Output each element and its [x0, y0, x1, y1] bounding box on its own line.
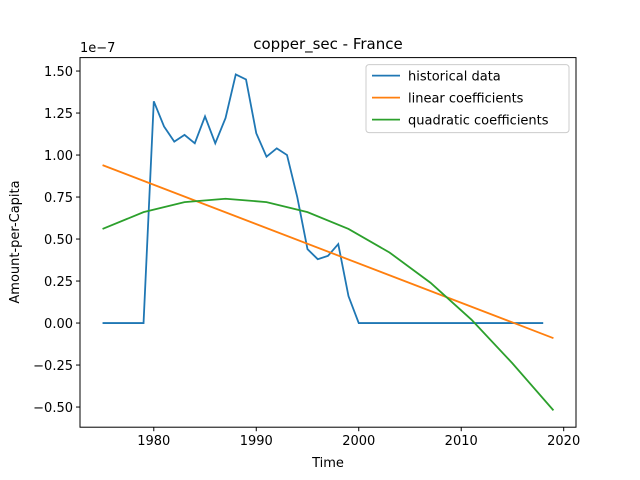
x-tick-label: 1990 — [240, 434, 273, 449]
legend-label: linear coefficients — [408, 92, 524, 107]
plot-frame — [79, 57, 577, 428]
line-series — [102, 164, 554, 340]
legend-label: historical data — [408, 70, 501, 85]
x-tick-label: 2010 — [445, 434, 478, 449]
y-tick-label: 1.00 — [44, 149, 73, 164]
line-series — [102, 73, 544, 324]
legend-box — [365, 64, 570, 134]
x-tick-label: 2000 — [342, 434, 375, 449]
y-tick-label: −0.50 — [33, 401, 73, 416]
x-tick-label: 2020 — [547, 434, 580, 449]
y-tick-label: −0.25 — [33, 359, 73, 374]
y-tick-label: 0.25 — [44, 275, 73, 290]
y-tick-label: 0.50 — [44, 233, 73, 248]
legend-label: quadratic coefficients — [408, 114, 549, 129]
y-tick-label: 1.50 — [44, 65, 73, 80]
y-tick-label: 0.00 — [44, 317, 73, 332]
chart-title: copper_sec - France — [253, 35, 402, 54]
x-tick-label: 1980 — [137, 434, 170, 449]
y-tick-label: 0.75 — [44, 191, 73, 206]
y-offset-text: 1e−7 — [80, 41, 115, 56]
x-axis-label: Time — [311, 456, 344, 471]
y-tick-label: 1.25 — [44, 107, 73, 122]
y-axis-label: Amount-per-Capita — [8, 180, 23, 303]
line-series — [102, 197, 555, 411]
